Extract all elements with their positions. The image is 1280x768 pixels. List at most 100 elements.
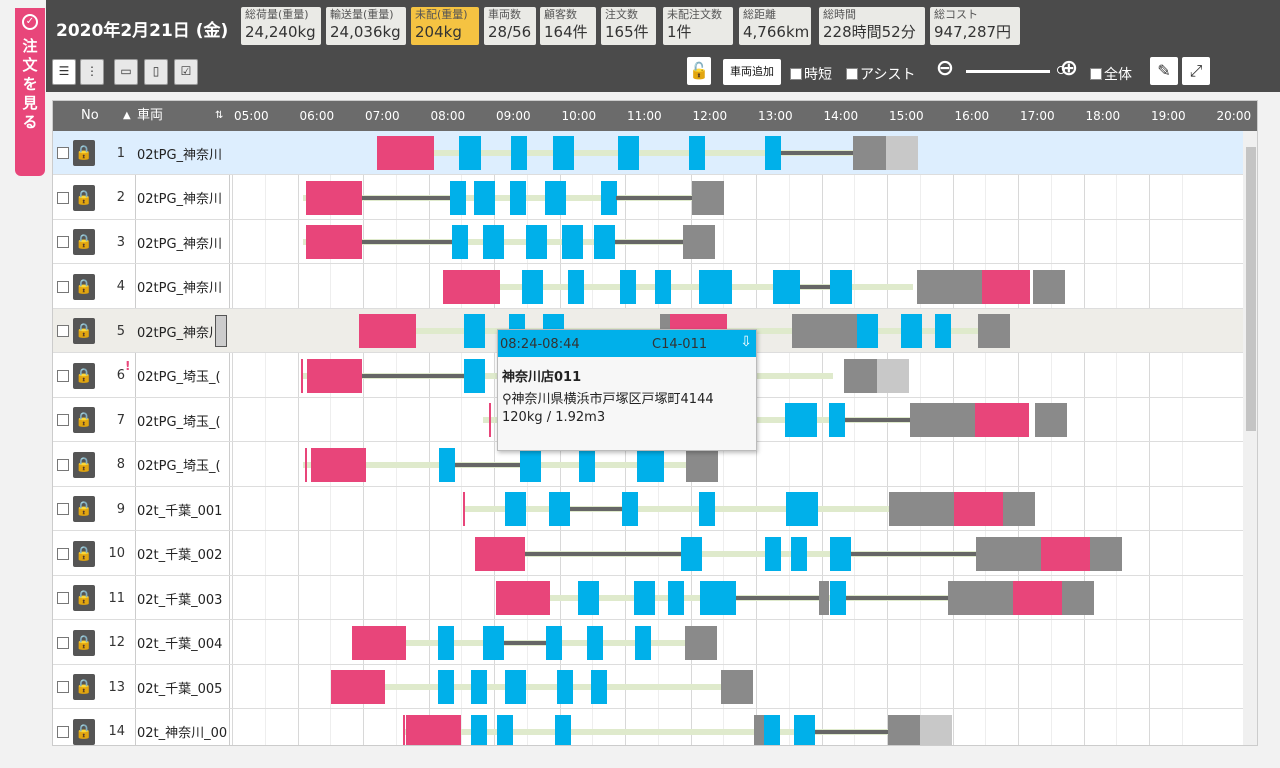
row-expand-handle[interactable] — [215, 315, 227, 347]
stop-block-blue[interactable] — [483, 625, 504, 660]
stop-block-grey[interactable] — [1062, 581, 1094, 615]
lock-icon[interactable]: 🔒 — [73, 629, 95, 656]
stop-block-blue[interactable] — [568, 269, 584, 304]
stop-block-blue[interactable] — [786, 492, 818, 526]
schedule-row[interactable]: 🔒 3 02tPG_神奈川 — [53, 220, 1243, 264]
stop-block-blue[interactable] — [549, 492, 570, 526]
lock-icon[interactable]: 🔒 — [73, 184, 95, 211]
stop-block-blue[interactable] — [483, 225, 504, 259]
stop-block-grey[interactable] — [978, 314, 1010, 348]
stop-block-grey[interactable] — [683, 225, 715, 259]
stop-block-blue[interactable] — [791, 536, 807, 571]
stop-block-pink[interactable] — [307, 358, 362, 393]
stop-block-grey[interactable] — [686, 447, 718, 482]
stop-block-lgrey[interactable] — [920, 714, 952, 745]
stop-block-blue[interactable] — [785, 403, 817, 437]
stop-block-grey[interactable] — [1090, 536, 1122, 571]
stop-block-blue[interactable] — [830, 581, 846, 615]
stop-block-blue[interactable] — [620, 269, 636, 304]
view-check-button[interactable]: ☑ — [174, 59, 198, 85]
stop-block-blue[interactable] — [438, 670, 454, 704]
stop-block-blue[interactable] — [562, 225, 583, 259]
stop-block-blue[interactable] — [471, 714, 487, 745]
stop-block-blue[interactable] — [699, 269, 732, 304]
stop-block-blue[interactable] — [773, 269, 800, 304]
stop-block-pink[interactable] — [331, 670, 385, 704]
lock-icon[interactable]: 🔒 — [73, 407, 95, 433]
stop-block-grey[interactable] — [819, 581, 829, 615]
stop-block-blue[interactable] — [510, 180, 526, 215]
stop-block-pink[interactable] — [496, 581, 550, 615]
lock-icon[interactable]: 🔒 — [73, 496, 95, 522]
stop-block-lgrey[interactable] — [886, 136, 918, 170]
expand-icon[interactable]: ⤢ — [1182, 57, 1210, 85]
stop-block-blue[interactable] — [464, 358, 485, 393]
schedule-row[interactable]: 🔒 1 02tPG_神奈川 — [53, 131, 1243, 175]
vehicle-name[interactable]: 02tPG_神奈川 — [137, 281, 223, 296]
stop-block-blue[interactable] — [553, 136, 574, 170]
stop-block-blue[interactable] — [700, 581, 736, 615]
vehicle-name[interactable]: 02tPG_神奈川 — [137, 192, 223, 207]
stop-block-blue[interactable] — [526, 225, 547, 259]
lock-icon[interactable]: 🔒 — [73, 362, 95, 389]
time-short-checkbox[interactable]: 時短 — [790, 64, 832, 84]
stop-block-lgrey[interactable] — [877, 358, 909, 393]
row-checkbox[interactable] — [57, 191, 69, 204]
stop-block-blue[interactable] — [505, 492, 526, 526]
stop-block-blue[interactable] — [579, 447, 595, 482]
stop-block-blue[interactable] — [655, 269, 671, 304]
lock-icon[interactable]: 🔒 — [73, 229, 95, 255]
stop-block-blue[interactable] — [689, 136, 705, 170]
stop-block-grey[interactable] — [685, 625, 717, 660]
schedule-row[interactable]: 🔒 14 02t_神奈川_00 — [53, 710, 1243, 745]
row-checkbox[interactable] — [57, 236, 69, 248]
stop-block-grey[interactable] — [853, 136, 886, 170]
zoom-slider[interactable] — [966, 70, 1050, 73]
schedule-row[interactable]: 🔒 4 02tPG_神奈川 — [53, 265, 1243, 309]
stop-block-pink[interactable] — [975, 403, 1029, 437]
stop-block-pink[interactable] — [475, 536, 525, 571]
stop-block-blue[interactable] — [587, 625, 603, 660]
view-compact-button[interactable]: ⋮ — [80, 59, 104, 85]
stop-block-blue[interactable] — [459, 136, 481, 170]
stop-block-blue[interactable] — [439, 447, 455, 482]
stop-block-grey[interactable] — [1033, 269, 1065, 304]
schedule-row[interactable]: 🔒 9 02t_千葉_001 — [53, 487, 1243, 531]
download-icon[interactable]: ⇩ — [740, 334, 752, 350]
sort-toggle-icon[interactable]: ⇅ — [215, 110, 224, 121]
vehicle-name[interactable]: 02tPG_埼玉_( — [137, 459, 221, 474]
row-checkbox[interactable] — [57, 725, 69, 738]
stop-block-blue[interactable] — [497, 714, 513, 745]
stop-block-grey[interactable] — [888, 714, 920, 745]
zoom-out-icon[interactable]: ⊖ — [935, 56, 955, 81]
stop-block-pink[interactable] — [352, 625, 406, 660]
stop-block-grey[interactable] — [910, 403, 975, 437]
schedule-row[interactable]: 🔒 12 02t_千葉_004 — [53, 621, 1243, 665]
stop-block-blue[interactable] — [829, 403, 845, 437]
col-vehicle-header[interactable]: 車両 — [137, 108, 164, 123]
row-checkbox[interactable] — [57, 147, 69, 159]
stop-block-blue[interactable] — [557, 670, 573, 704]
lock-icon[interactable]: 🔒 — [73, 273, 95, 300]
stop-block-blue[interactable] — [511, 136, 527, 170]
vehicle-name[interactable]: 02t_千葉_002 — [137, 548, 223, 563]
stop-block-grey[interactable] — [889, 492, 954, 526]
row-checkbox[interactable] — [57, 547, 69, 560]
view-orders-tab[interactable]: ✓ 注文を見る — [15, 8, 45, 176]
stop-block-blue[interactable] — [622, 492, 638, 526]
schedule-row[interactable]: 🔒 2 02tPG_神奈川 — [53, 176, 1243, 220]
stop-block-pink[interactable] — [311, 447, 366, 482]
view-card-button[interactable]: ▭ — [114, 59, 138, 85]
vehicle-name[interactable]: 02tPG_神奈川 — [137, 325, 223, 341]
stop-block-blue[interactable] — [505, 670, 526, 704]
vehicle-name[interactable]: 02t_千葉_001 — [137, 503, 223, 519]
stop-block-blue[interactable] — [520, 447, 541, 482]
stop-block-blue[interactable] — [578, 581, 599, 615]
stop-block-pink[interactable] — [361, 314, 416, 348]
stop-block-blue[interactable] — [794, 714, 815, 745]
col-no-header[interactable]: No — [81, 108, 99, 123]
stop-block-blue[interactable] — [471, 670, 487, 704]
stop-block-blue[interactable] — [637, 447, 664, 482]
zoom-slider-handle[interactable] — [1057, 66, 1065, 74]
stop-block-blue[interactable] — [464, 314, 485, 348]
